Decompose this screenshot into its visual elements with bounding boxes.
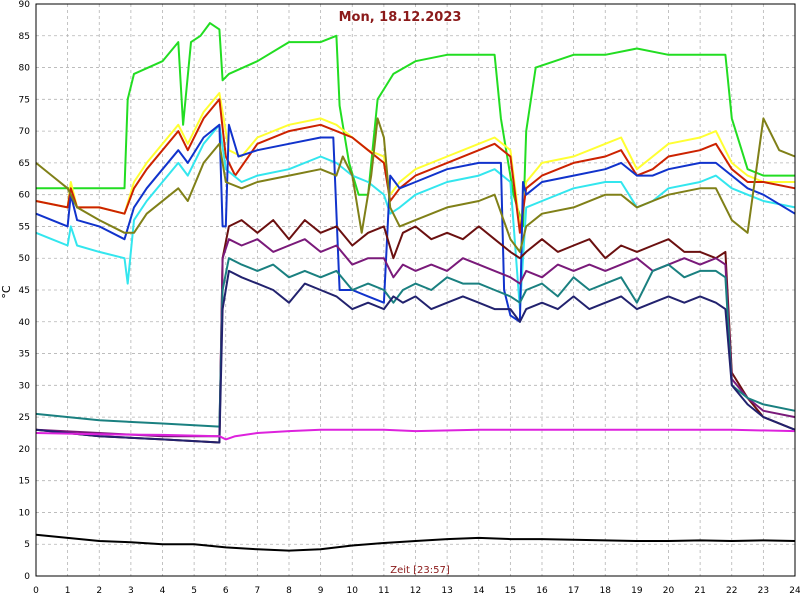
y-tick-label: 20 [19, 445, 31, 455]
x-tick-label: 1 [65, 586, 71, 596]
y-tick-label: 85 [19, 32, 30, 42]
series-line-12 [35, 533, 796, 552]
y-tick-label: 25 [19, 413, 30, 423]
x-tick-label: 8 [286, 586, 292, 596]
y-tick-label: 70 [19, 127, 31, 137]
x-tick-label: 18 [600, 586, 612, 596]
series-line-11 [35, 428, 796, 441]
series-line-9 [35, 257, 796, 428]
y-tick-label: 45 [19, 286, 30, 296]
x-tick-label: 15 [505, 586, 516, 596]
x-tick-label: 12 [410, 586, 421, 596]
grid [36, 4, 795, 576]
y-tick-label: 40 [19, 318, 31, 328]
y-tick-label: 5 [24, 540, 30, 550]
y-tick-label: 90 [19, 0, 31, 10]
y-tick-label: 55 [19, 222, 30, 232]
y-tick-label: 30 [19, 381, 31, 391]
y-tick-label: 35 [19, 350, 30, 360]
x-tick-label: 23 [758, 586, 769, 596]
series-line-10 [35, 269, 796, 444]
y-tick-label: 75 [19, 95, 30, 105]
series-group [35, 22, 796, 552]
series-line-7 [35, 219, 796, 444]
y-tick-label: 10 [19, 508, 31, 518]
x-tick-label: 9 [318, 586, 324, 596]
y-tick-label: 80 [19, 64, 31, 74]
x-tick-label: 16 [536, 586, 548, 596]
x-tick-label: 21 [694, 586, 705, 596]
x-tick-label: 4 [160, 586, 166, 596]
y-tick-label: 0 [24, 572, 30, 582]
y-tick-label: 50 [19, 254, 31, 264]
x-tick-label: 19 [631, 586, 643, 596]
x-tick-label: 10 [347, 586, 359, 596]
y-tick-label: 65 [19, 159, 30, 169]
chart-title: Mon, 18.12.2023 [339, 10, 462, 25]
x-tick-label: 11 [378, 586, 389, 596]
x-tick-label: 20 [663, 586, 675, 596]
x-tick-label: 17 [568, 586, 579, 596]
axis-ticks: 0 1 2 3 4 5 6 7 8 9 10 11 12 13 14 15 16 17 18 19 20 21 22 23 24… [19, 0, 800, 596]
series-line-8 [35, 238, 796, 438]
x-tick-label: 6 [223, 586, 229, 596]
series-line-1 [36, 22, 795, 228]
x-tick-label: 13 [441, 586, 452, 596]
y-axis-label: °C [0, 285, 13, 299]
x-tick-label: 14 [473, 586, 485, 596]
series-line-6 [35, 117, 796, 253]
x-tick-label: 3 [128, 586, 134, 596]
y-tick-label: 15 [19, 477, 30, 487]
x-tick-label: 2 [96, 586, 102, 596]
x-tick-label: 7 [255, 586, 261, 596]
x-tick-label: 24 [789, 586, 800, 596]
x-tick-label: 5 [191, 586, 197, 596]
y-tick-label: 60 [19, 191, 31, 201]
x-tick-label: 22 [726, 586, 737, 596]
x-tick-label: 0 [33, 586, 39, 596]
x-axis-label: Zeit [23:57] [390, 565, 450, 576]
plot-frame [35, 3, 796, 577]
